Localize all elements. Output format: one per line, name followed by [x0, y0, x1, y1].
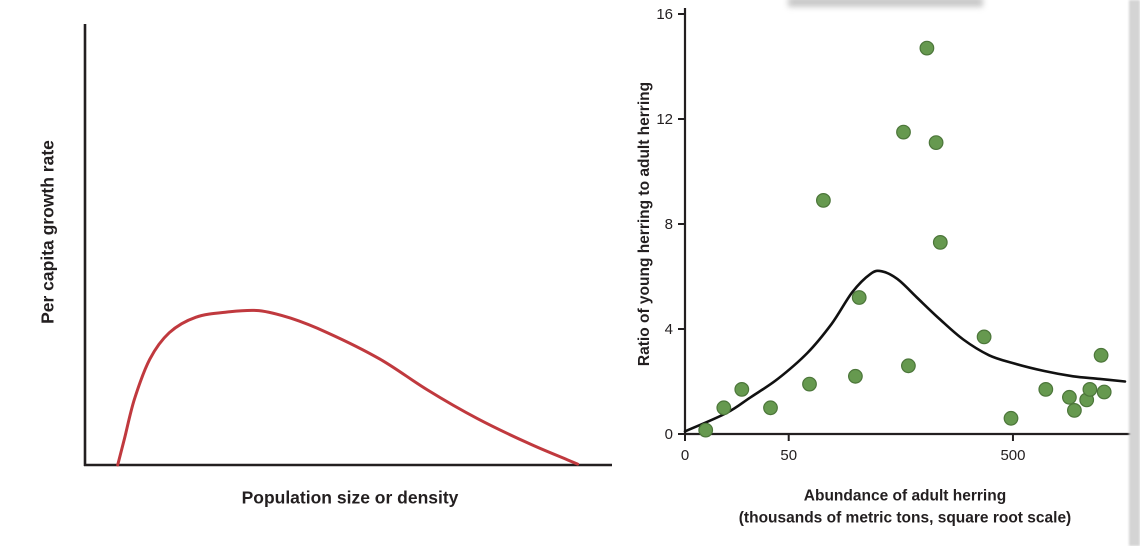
y-tick-label: 4 — [665, 321, 673, 338]
y-axis-label-herring-ratio: Ratio of young herring to adult herring — [636, 81, 653, 367]
herring-data-point — [919, 40, 935, 56]
y-tick-label: 0 — [665, 426, 673, 443]
panel-growth-rate-chart: Per capita growth rate Population size o… — [37, 24, 612, 508]
herring-data-point — [928, 135, 944, 151]
herring-data-point — [802, 376, 817, 392]
herring-data-point — [716, 400, 732, 416]
x-axis-label-herring-abundance: Abundance of adult herring (thousands of… — [739, 485, 1071, 528]
x-tick-label: 0 — [681, 447, 689, 464]
herring-data-point — [1038, 382, 1054, 397]
herring-data-point — [976, 329, 992, 345]
y-tick-label: 16 — [656, 6, 673, 23]
herring-data-point — [1082, 382, 1098, 397]
y-tick-label: 8 — [665, 216, 673, 233]
herring-chart-canvas: 0 4 8 12 16 0 50 500 — [656, 6, 1133, 464]
y-axis-label-growth-rate: Per capita growth rate — [37, 140, 58, 324]
per-capita-growth-curve — [116, 308, 580, 467]
y-tick-label: 12 — [656, 111, 673, 128]
herring-data-point — [896, 124, 911, 140]
growth-rate-chart-canvas — [83, 24, 612, 467]
scan-artifact-top — [788, 0, 983, 7]
herring-data-point — [698, 422, 714, 438]
herring-data-point — [1003, 410, 1019, 426]
herring-data-point — [932, 234, 948, 250]
herring-data-point — [1093, 347, 1109, 363]
herring-data-point — [1067, 403, 1082, 418]
scan-artifact-right-edge — [1129, 0, 1140, 546]
x-axis-label-population: Population size or density — [241, 487, 459, 508]
x-tick-label: 50 — [780, 447, 797, 464]
x-axis-label-line2: (thousands of metric tons, square root s… — [738, 509, 1072, 526]
fitted-recruitment-curve — [683, 269, 1127, 433]
herring-data-point — [815, 192, 831, 208]
herring-data-point — [1096, 384, 1112, 400]
herring-data-point — [851, 290, 867, 305]
herring-data-point — [734, 382, 750, 397]
herring-data-point — [901, 358, 916, 374]
x-tick-label: 500 — [1000, 447, 1025, 464]
herring-data-point — [1062, 389, 1077, 405]
herring-data-point — [763, 400, 778, 416]
x-axis-label-line1: Abundance of adult herring — [803, 487, 1007, 505]
panel-herring-scatter-chart: 0 4 8 12 16 0 50 500 Ratio of young herring to … — [620, 0, 1140, 546]
herring-data-point — [847, 368, 863, 384]
